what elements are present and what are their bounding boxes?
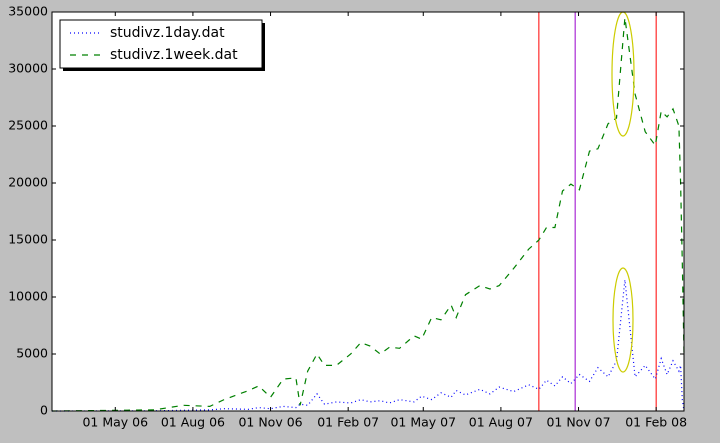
legend-box (59, 19, 263, 69)
x-tick-label: 01 Feb 08 (625, 415, 687, 430)
series-line (51, 17, 685, 412)
plot-area (52, 12, 684, 411)
highlight-ellipse (612, 267, 634, 373)
plot (51, 12, 685, 412)
y-tick-label: 10000 (8, 289, 48, 304)
x-tick-label: 01 Aug 06 (161, 415, 225, 430)
y-tick-label: 30000 (8, 61, 48, 76)
y-tick-label: 20000 (8, 175, 48, 190)
x-tick-label: 01 Aug 07 (469, 415, 533, 430)
y-tick-label: 5000 (16, 346, 48, 361)
legend: studivz.1day.dat studivz.1week.dat (59, 19, 265, 71)
x-tick-label: 01 Feb 07 (317, 415, 379, 430)
y-tick-label: 25000 (8, 118, 48, 133)
x-tick-label: 01 May 06 (82, 415, 148, 430)
y-tick-label: 0 (40, 403, 48, 418)
x-tick-label: 01 May 07 (390, 415, 456, 430)
y-tick-label: 15000 (8, 232, 48, 247)
x-tick-label: 01 Nov 06 (238, 415, 302, 430)
y-tick-label: 35000 (8, 4, 48, 19)
legend-label: studivz.1day.dat (110, 25, 225, 41)
x-tick-label: 01 Nov 07 (546, 415, 610, 430)
legend-label: studivz.1week.dat (110, 47, 238, 63)
plot-frame (51, 11, 685, 412)
